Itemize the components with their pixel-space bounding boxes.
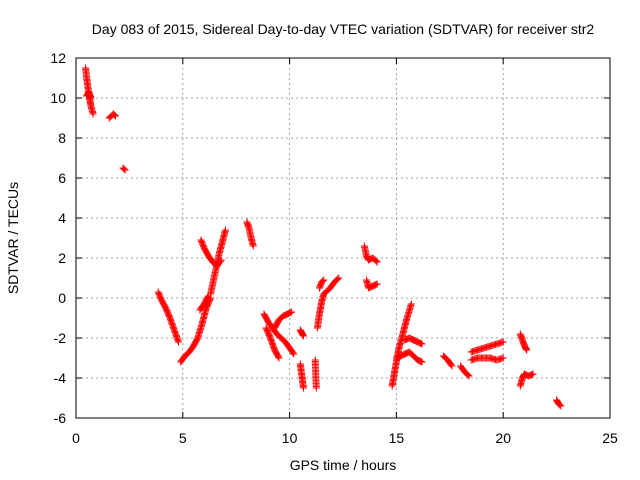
data-point	[204, 293, 212, 301]
x-axis-label: GPS time / hours	[290, 457, 397, 473]
data-point	[289, 349, 297, 357]
x-tick-label: 15	[389, 430, 405, 446]
y-tick-label: 6	[58, 170, 66, 186]
data-point	[249, 242, 257, 250]
data-point	[290, 350, 298, 358]
data-point	[299, 384, 307, 392]
data-point	[87, 94, 95, 102]
data-point	[275, 354, 283, 362]
y-tick-label: 10	[50, 90, 66, 106]
data-point	[499, 338, 507, 346]
y-tick-label: -4	[54, 370, 67, 386]
data-point	[319, 277, 327, 285]
axis-ticks	[75, 57, 611, 419]
x-tick-label: 25	[602, 430, 618, 446]
y-tick-label: 0	[58, 290, 66, 306]
data-point	[335, 274, 343, 282]
y-tick-label: 4	[58, 210, 66, 226]
data-point	[372, 257, 380, 265]
chart-title: Day 083 of 2015, Sidereal Day-to-day VTE…	[92, 21, 595, 37]
plot-frame	[75, 57, 611, 419]
data-point	[89, 110, 97, 118]
data-point	[121, 166, 129, 174]
x-tick-labels: 0 5 10 15 20 25	[72, 430, 618, 446]
y-tick-label: 2	[58, 250, 66, 266]
data-point	[110, 111, 118, 119]
data-point	[448, 362, 456, 370]
data-points	[82, 64, 565, 410]
data-point	[418, 340, 426, 348]
data-point	[217, 256, 225, 264]
data-point	[175, 338, 183, 346]
data-point	[320, 276, 328, 284]
data-point	[529, 370, 537, 378]
data-point	[464, 371, 472, 379]
x-tick-label: 20	[495, 430, 511, 446]
data-point	[373, 258, 381, 266]
data-point	[222, 226, 230, 234]
x-tick-label: 0	[72, 430, 80, 446]
y-tick-label: -2	[54, 330, 67, 346]
data-point	[499, 354, 507, 362]
data-point	[204, 292, 212, 300]
data-point	[418, 358, 426, 366]
y-tick-labels: -6 -4 -2 0 2 4 6 8 10 12	[50, 50, 66, 426]
y-tick-label: 12	[50, 50, 66, 66]
data-point	[112, 112, 120, 120]
data-point	[274, 353, 282, 361]
data-point	[288, 308, 296, 316]
data-point	[312, 384, 320, 392]
data-point	[373, 280, 381, 288]
grid	[76, 58, 610, 418]
data-point	[120, 165, 128, 173]
data-point	[465, 372, 473, 380]
y-tick-label: -6	[54, 410, 67, 426]
data-point	[557, 402, 565, 410]
data-point	[216, 257, 224, 265]
data-point	[556, 401, 564, 409]
x-tick-label: 5	[179, 430, 187, 446]
data-point	[299, 332, 307, 340]
data-point	[522, 345, 530, 353]
y-tick-label: 8	[58, 130, 66, 146]
data-point	[447, 361, 455, 369]
data-point	[523, 346, 531, 354]
data-point	[334, 275, 342, 283]
x-tick-label: 10	[282, 430, 298, 446]
data-point	[407, 300, 415, 308]
y-axis-label: SDTVAR / TECUs	[5, 182, 21, 294]
data-point	[299, 331, 307, 339]
